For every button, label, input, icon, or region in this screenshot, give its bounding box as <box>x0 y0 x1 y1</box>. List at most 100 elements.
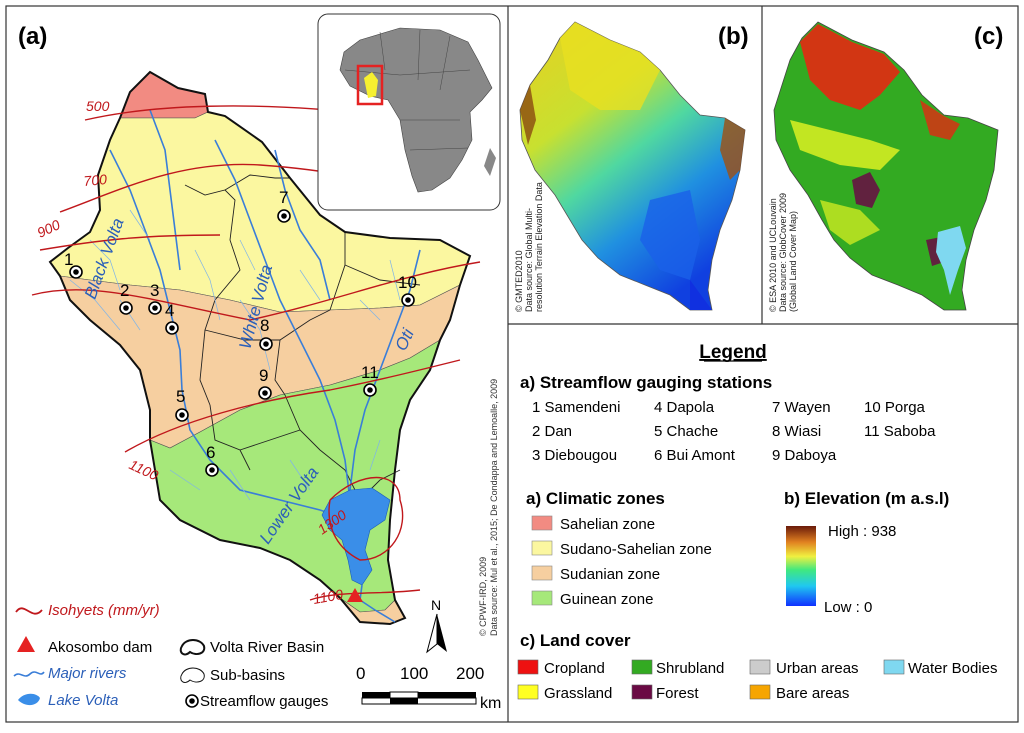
lc-cropland-north <box>800 24 900 110</box>
legend-panel: Legend a) Streamflow gauging stations 1 … <box>517 342 997 702</box>
climate-title: a) Climatic zones <box>526 489 665 508</box>
dem-east-edge <box>720 118 745 180</box>
lc-label-cropland: Cropland <box>544 660 605 677</box>
isohyet-1100-south: 1100 <box>312 586 345 607</box>
gauge-11: 11 <box>361 363 379 397</box>
lake-icon <box>18 693 40 706</box>
swatch-guinean <box>531 590 553 606</box>
lc-water <box>936 226 966 295</box>
dem-south <box>690 280 712 310</box>
basin-icon <box>179 639 206 656</box>
gauge-1: 1 <box>64 250 83 279</box>
svg-text:11: 11 <box>361 363 379 382</box>
station-5: 5 Chache <box>654 423 718 440</box>
credit-b: © GMTED2010 Data source: Global Multi- r… <box>514 182 544 312</box>
dam-icon <box>17 636 35 652</box>
legend-isohyets: Isohyets (mm/yr) <box>48 602 160 619</box>
scale-bar: 0 100 200 km <box>356 664 501 712</box>
dem-west-edge <box>520 85 536 145</box>
africa-inset <box>317 13 501 211</box>
svg-text:resolution Terrain Elevation D: resolution Terrain Elevation Data <box>534 182 544 312</box>
lc-label-water: Water Bodies <box>908 660 997 677</box>
lc-label-urban: Urban areas <box>776 660 859 677</box>
north-label: N <box>431 597 441 613</box>
major-rivers <box>109 109 421 521</box>
svg-text:(Global Land Cover Map): (Global Land Cover Map) <box>788 211 798 312</box>
svg-text:3: 3 <box>150 281 159 300</box>
climate-guinean: Guinean zone <box>560 591 653 608</box>
svg-text:© ESA 2010 and UCLouvain: © ESA 2010 and UCLouvain <box>768 198 778 312</box>
gauge-5: 5 <box>175 387 189 422</box>
isohyet-icon <box>15 607 43 615</box>
isohyet-700: 700 <box>83 171 108 189</box>
legend-basin: Volta River Basin <box>210 639 324 656</box>
lc-label-shrubland: Shrubland <box>656 660 724 677</box>
elevation-high: High : 938 <box>828 523 896 540</box>
legend-title: Legend <box>699 342 767 363</box>
africa-continent <box>339 27 493 193</box>
lc-label-bare: Bare areas <box>776 685 849 702</box>
swatch-grassland <box>517 684 539 700</box>
climate-sudanian: Sudanian zone <box>560 566 660 583</box>
swatch-shrubland <box>631 659 653 675</box>
basin-inset-box <box>356 64 384 106</box>
scale-unit: km <box>480 695 501 712</box>
svg-text:9: 9 <box>259 366 268 385</box>
legend-subbasins: Sub-basins <box>210 667 285 684</box>
lc-grassland-south <box>820 200 880 245</box>
stations-title: a) Streamflow gauging stations <box>520 373 772 392</box>
madagascar <box>484 148 496 176</box>
legend-gauges: Streamflow gauges <box>200 693 328 710</box>
svg-text:© GMTED2010: © GMTED2010 <box>514 250 524 312</box>
isohyet-900: 900 <box>35 216 63 240</box>
svg-text:Data source: Global Multi-: Data source: Global Multi- <box>524 208 534 312</box>
swatch-sudanian <box>531 565 553 581</box>
legend-rivers: Major rivers <box>48 665 127 682</box>
station-3: 3 Diebougou <box>532 447 617 464</box>
station-list: 1 Samendeni 2 Dan 3 Diebougou 4 Dapola 5… <box>532 399 936 464</box>
station-1: 1 Samendeni <box>532 399 620 416</box>
gauge-8: 8 <box>259 316 273 351</box>
panel-a-map: 500 700 900 1100 1300 1100 Black Volta W… <box>31 70 481 626</box>
svg-text:7: 7 <box>279 188 288 207</box>
swatch-bare <box>749 684 771 700</box>
panel-c-landcover <box>773 21 999 311</box>
swatch-sahelian <box>531 515 553 531</box>
dem-lowland <box>640 190 700 280</box>
scale-tick-100: 100 <box>400 664 428 683</box>
lc-forest <box>852 172 880 208</box>
svg-text:8: 8 <box>260 316 269 335</box>
dem-north-highlands <box>560 22 660 110</box>
lc-label-grassland: Grassland <box>544 685 612 702</box>
svg-text:Data source: Mul et al., 2015;: Data source: Mul et al., 2015; De Condap… <box>489 379 499 636</box>
svg-text:Data source: GlobCover 2009: Data source: GlobCover 2009 <box>778 193 788 312</box>
climate-sahelian: Sahelian zone <box>560 516 655 533</box>
gauge-2: 2 <box>119 281 133 315</box>
basin-inset-yellow <box>364 72 378 98</box>
station-9: 9 Daboya <box>772 447 837 464</box>
north-arrow: N <box>426 597 447 654</box>
station-4: 4 Dapola <box>654 399 715 416</box>
landcover-title: c) Land cover <box>520 631 631 650</box>
station-2: 2 Dan <box>532 423 572 440</box>
swatch-sudano-sahelian <box>531 540 553 556</box>
landcover-legend: Cropland Grassland Shrubland Forest Urba… <box>517 659 997 702</box>
station-7: 7 Wayen <box>772 399 831 416</box>
river-icon <box>13 671 45 677</box>
panel-b-dem <box>519 21 746 311</box>
legend-dam: Akosombo dam <box>48 639 152 656</box>
svg-text:1: 1 <box>64 250 73 269</box>
svg-text:10: 10 <box>398 273 417 292</box>
gauge-legend-icon <box>185 694 199 708</box>
legend-lake: Lake Volta <box>48 692 118 709</box>
swatch-urban <box>749 659 771 675</box>
lc-label-forest: Forest <box>656 685 699 702</box>
swatch-cropland <box>517 659 539 675</box>
panel-label-a: (a) <box>18 23 47 50</box>
station-8: 8 Wiasi <box>772 423 821 440</box>
svg-text:5: 5 <box>176 387 185 406</box>
credit-c: © ESA 2010 and UCLouvain Data source: Gl… <box>768 193 798 312</box>
gauge-7: 7 <box>277 188 291 223</box>
station-11: 11 Saboba <box>864 423 936 440</box>
